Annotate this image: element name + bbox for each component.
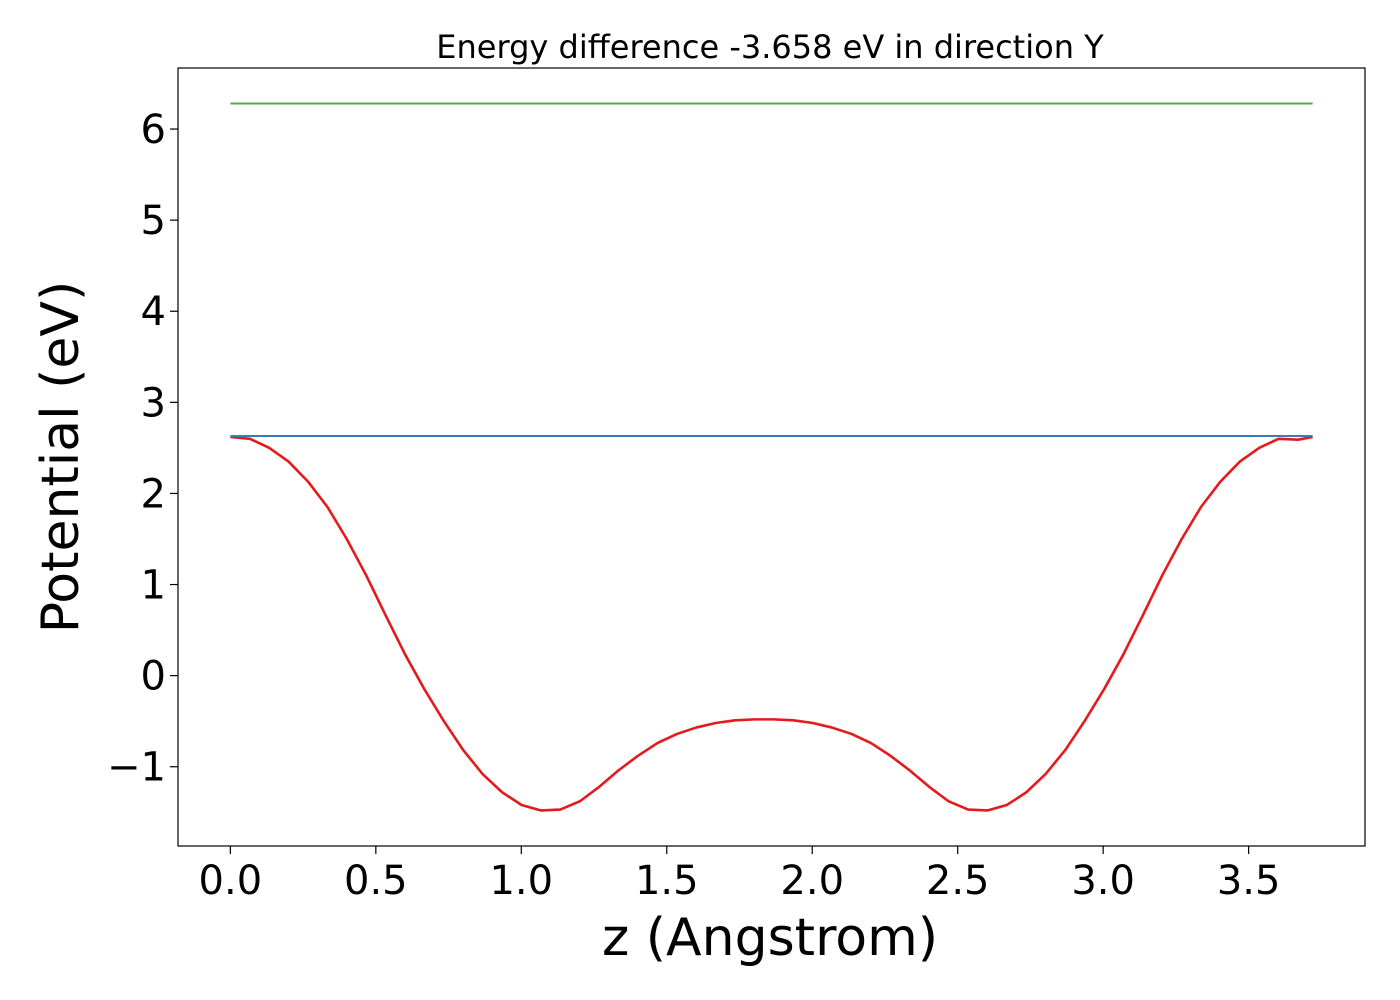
- series-line-potential: [230, 435, 1313, 812]
- y-tick-label: 3: [141, 380, 166, 426]
- y-tick-label: −1: [107, 745, 166, 791]
- x-tick-label: 1.5: [635, 858, 699, 904]
- y-tick-label: 1: [141, 563, 166, 609]
- x-tick-label: 2.5: [926, 858, 990, 904]
- plot-frame: [177, 67, 1366, 847]
- y-tick-label: 4: [141, 289, 166, 335]
- chart-title: Energy difference -3.658 eV in direction…: [436, 28, 1104, 66]
- x-tick-label: 2.0: [780, 858, 844, 904]
- x-axis-label: z (Angstrom): [602, 908, 938, 968]
- x-tick-label: 0.5: [344, 858, 408, 904]
- y-tick-label: 2: [141, 471, 166, 517]
- y-tick-label: 5: [141, 198, 166, 244]
- plot-area: [230, 102, 1313, 812]
- y-tick-label: 0: [141, 654, 166, 700]
- y-axis: −1 0 1 2 3 4 5 6: [107, 107, 178, 791]
- x-tick-label: 3.0: [1071, 858, 1135, 904]
- x-tick-label: 0.0: [199, 858, 263, 904]
- y-tick-label: 6: [141, 107, 166, 153]
- x-tick-label: 1.0: [489, 858, 553, 904]
- x-tick-label: 3.5: [1217, 858, 1281, 904]
- y-axis-label: Potential (eV): [31, 281, 91, 633]
- x-axis: 0.0 0.5 1.0 1.5 2.0 2.5 3.0 3.5: [199, 846, 1281, 904]
